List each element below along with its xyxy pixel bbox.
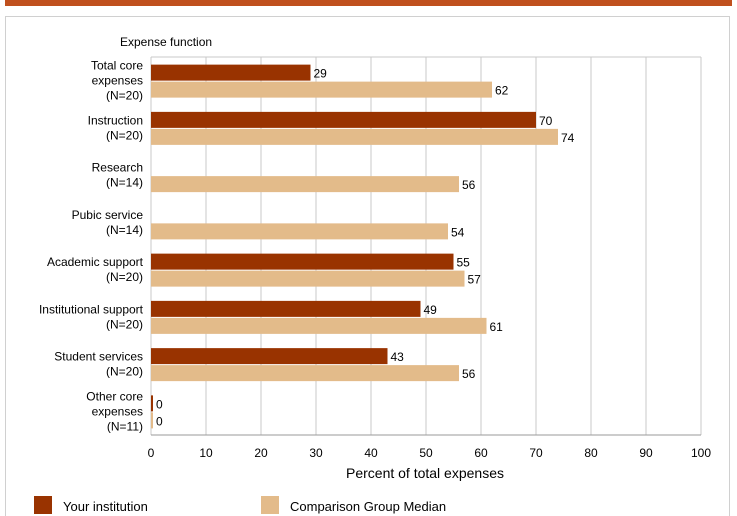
x-tick-label: 0 [148, 446, 155, 460]
category-label: Total core [91, 59, 143, 73]
category-label: (N=20) [106, 317, 143, 331]
bar-your-institution [151, 348, 388, 365]
x-tick-label: 30 [309, 446, 323, 460]
category-label: (N=20) [106, 365, 143, 379]
category-label: Other core [86, 389, 143, 403]
bar-value-label: 0 [156, 397, 163, 411]
category-label: (N=20) [106, 128, 143, 142]
bar-value-label: 70 [539, 114, 553, 128]
bar-value-label: 49 [424, 303, 438, 317]
bar-your-institution [151, 300, 421, 317]
category-label: (N=11) [107, 419, 143, 433]
x-tick-label: 10 [199, 446, 213, 460]
bar-value-label: 29 [314, 67, 328, 81]
x-tick-label: 70 [529, 446, 543, 460]
category-label: (N=14) [106, 176, 143, 190]
legend-label: Comparison Group Median [290, 499, 446, 514]
x-axis-ticks: 0 10 20 30 40 50 60 70 80 90 100 [148, 446, 712, 460]
legend-swatch [261, 496, 279, 514]
bar-comparison-median [151, 128, 558, 145]
bar-value-label: 54 [451, 225, 465, 239]
category-label: (N=20) [106, 89, 143, 103]
bar-comparison-median [151, 365, 459, 382]
bar-value-label: 0 [156, 414, 163, 428]
x-tick-label: 90 [639, 446, 653, 460]
bar-value-label: 61 [490, 320, 504, 334]
category-label: expenses [92, 404, 143, 418]
category-label: Institutional support [39, 302, 144, 316]
bar-value-label: 57 [468, 273, 482, 287]
legend-swatch [34, 496, 52, 514]
bar-comparison-median [151, 176, 459, 193]
bar-your-institution [151, 395, 153, 412]
bar-comparison-median [151, 412, 153, 429]
category-labels: Total coreexpenses(N=20)Instruction(N=20… [39, 59, 144, 434]
bar-value-label: 56 [462, 178, 476, 192]
bar-value-label: 55 [457, 256, 471, 270]
top-accent-rule [5, 0, 732, 6]
category-label: Student services [54, 350, 143, 364]
x-tick-label: 50 [419, 446, 433, 460]
bar-comparison-median [151, 223, 448, 240]
category-label: expenses [92, 74, 143, 88]
category-label: Research [92, 161, 143, 175]
category-label: Instruction [88, 113, 143, 127]
x-tick-label: 100 [691, 446, 711, 460]
bar-comparison-median [151, 270, 465, 287]
bar-value-label: 74 [561, 131, 575, 145]
x-tick-label: 60 [474, 446, 488, 460]
x-tick-label: 80 [584, 446, 598, 460]
category-axis-title: Expense function [120, 35, 212, 49]
x-tick-label: 40 [364, 446, 378, 460]
bar-your-institution [151, 111, 536, 128]
bar-your-institution [151, 253, 454, 270]
bar-comparison-median [151, 317, 487, 334]
bar-comparison-median [151, 81, 492, 98]
category-label: (N=14) [106, 223, 143, 237]
x-tick-label: 20 [254, 446, 268, 460]
legend: Your institution Comparison Group Median [34, 496, 446, 514]
legend-label: Your institution [63, 499, 148, 514]
bar-your-institution [151, 64, 311, 81]
bars: 29 62 70 74 56 54 55 57 49 61 43 56 0 0 [151, 64, 575, 429]
category-label: Pubic service [72, 208, 144, 222]
bar-value-label: 56 [462, 367, 476, 381]
category-label: (N=20) [106, 270, 143, 284]
bar-value-label: 43 [391, 350, 405, 364]
x-axis-label: Percent of total expenses [346, 465, 504, 481]
bar-value-label: 62 [495, 84, 509, 98]
category-label: Academic support [47, 255, 144, 269]
